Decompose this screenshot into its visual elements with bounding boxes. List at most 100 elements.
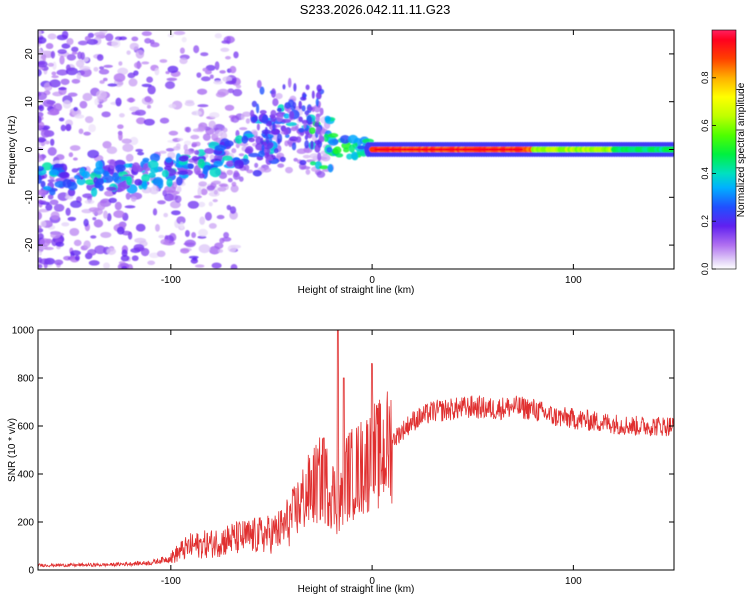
spectrogram-cell [147,85,156,95]
spectrogram-cell [128,78,138,87]
spectrogram-cell [194,150,200,155]
spectrogram-cell [129,42,139,51]
spectrogram-cell [302,93,307,98]
spectrogram-cell [202,133,211,141]
spectrogram-cell [124,205,136,209]
spectrogram-cell [115,97,122,107]
spectrogram-cell [311,90,315,99]
x-tick-label: 100 [565,576,582,587]
spectrogram-cell [51,71,57,76]
spectrogram-cell [185,126,191,133]
spectrogram-cell [283,113,290,119]
colorbar-label: Normalized spectral amplitude [736,82,747,217]
spectrogram-cell [198,244,211,254]
spectrogram-cell [192,128,201,132]
spectrogram-cell [269,136,273,143]
spectrogram-cell [84,179,96,185]
spectrogram-cell [71,78,81,84]
spectrogram-cell [200,76,211,82]
spectrogram-cell [293,83,297,92]
spectrogram-cell [40,180,46,188]
y-tick-label: 200 [17,518,34,529]
spectrogram-cell [219,70,226,74]
spectrogram-cell [166,178,173,188]
spectrogram-cell [112,172,120,183]
spectrogram-cell [133,243,145,251]
spectrogram-cell [103,64,113,68]
spectrogram-cell [141,180,148,191]
spectrogram-cell [154,67,160,76]
spectrogram-cell [103,210,108,219]
spectrogram-cell [222,127,228,133]
colorbar-tick-label: 0.4 [700,167,710,180]
spectrogram-cell [179,221,185,230]
spectrogram-cell [117,124,124,130]
spectrogram-cell [212,180,222,185]
spectrogram-cell [261,114,269,125]
spectrogram-cell [197,104,209,108]
spectrogram-cell [348,144,356,153]
spectrogram-cell [53,163,65,168]
spectrogram-cell [83,218,89,227]
spectrogram-cell [118,61,123,66]
spectrogram-cell [259,86,265,95]
spectrogram-cell [190,134,200,140]
spectrogram-cell [242,111,252,117]
spectrogram-cell [291,142,297,151]
spectrogram-cell [118,132,123,141]
spectrogram-cell [248,137,255,143]
spectrogram-cell [165,71,170,75]
spectrogram-cell [277,163,285,168]
spectrogram-cell [279,156,286,163]
spectrogram-cell [251,116,256,123]
spectrogram-cell [74,114,85,119]
spectrogram-cell [93,219,104,228]
spectrogram-cell [245,118,250,124]
snr-frame [37,329,675,571]
spectrogram-cell [166,77,178,81]
spectrogram-cell [230,184,239,193]
spectrogram-cell [67,92,78,97]
spectrogram-cell [48,169,59,176]
spectrogram-cell [120,255,130,262]
spectrogram-cell [141,83,152,88]
spectrogram-cell [143,118,155,126]
colorbar-tick-label: 0.2 [700,215,710,228]
spectrogram-cell [171,210,181,216]
spectrogram-cell [38,138,47,142]
figure-title: S233.2026.042.11.11.G23 [300,2,451,17]
spectrogram-cell [212,198,218,203]
spectrogram-cell [67,188,76,197]
spectrogram-cell [197,187,202,196]
colorbar-tick-label: 0.6 [700,119,710,132]
spectrogram-cell [60,78,70,85]
spectrogram-cell [59,55,65,65]
spectrogram-cell [51,75,59,79]
spectrogram-cell [316,91,321,99]
spectrogram-cell [220,47,230,53]
spectrogram-cell [146,76,153,83]
spectrogram-cell [127,263,133,269]
spectrogram-cell [72,157,78,161]
spectrogram-cell [276,107,283,113]
spectrogram-cell [256,79,262,89]
spectrogram-cell [127,72,136,79]
spectrogram-cell [38,264,43,269]
spectrogram-cell [118,113,125,118]
spectrogram-cell [167,65,179,74]
spectrogram-cell [104,190,115,197]
spectrogram-cell [226,160,235,167]
spectrogram-cell [102,77,108,82]
spectrogram-cell [101,111,111,118]
spectrogram-cell [224,104,235,111]
spectrogram-cell [84,199,95,204]
spectrogram-cell [57,49,67,55]
spectrogram-cell [168,130,179,136]
spectrogram-cell [209,246,221,255]
spectrogram-cell [333,146,342,155]
spectrogram-cell [304,134,309,140]
spectrogram-cell [179,47,185,54]
spectrogram-cell [194,264,205,268]
spectrogram-cell [320,154,331,162]
spectrogram-cell [203,148,215,154]
